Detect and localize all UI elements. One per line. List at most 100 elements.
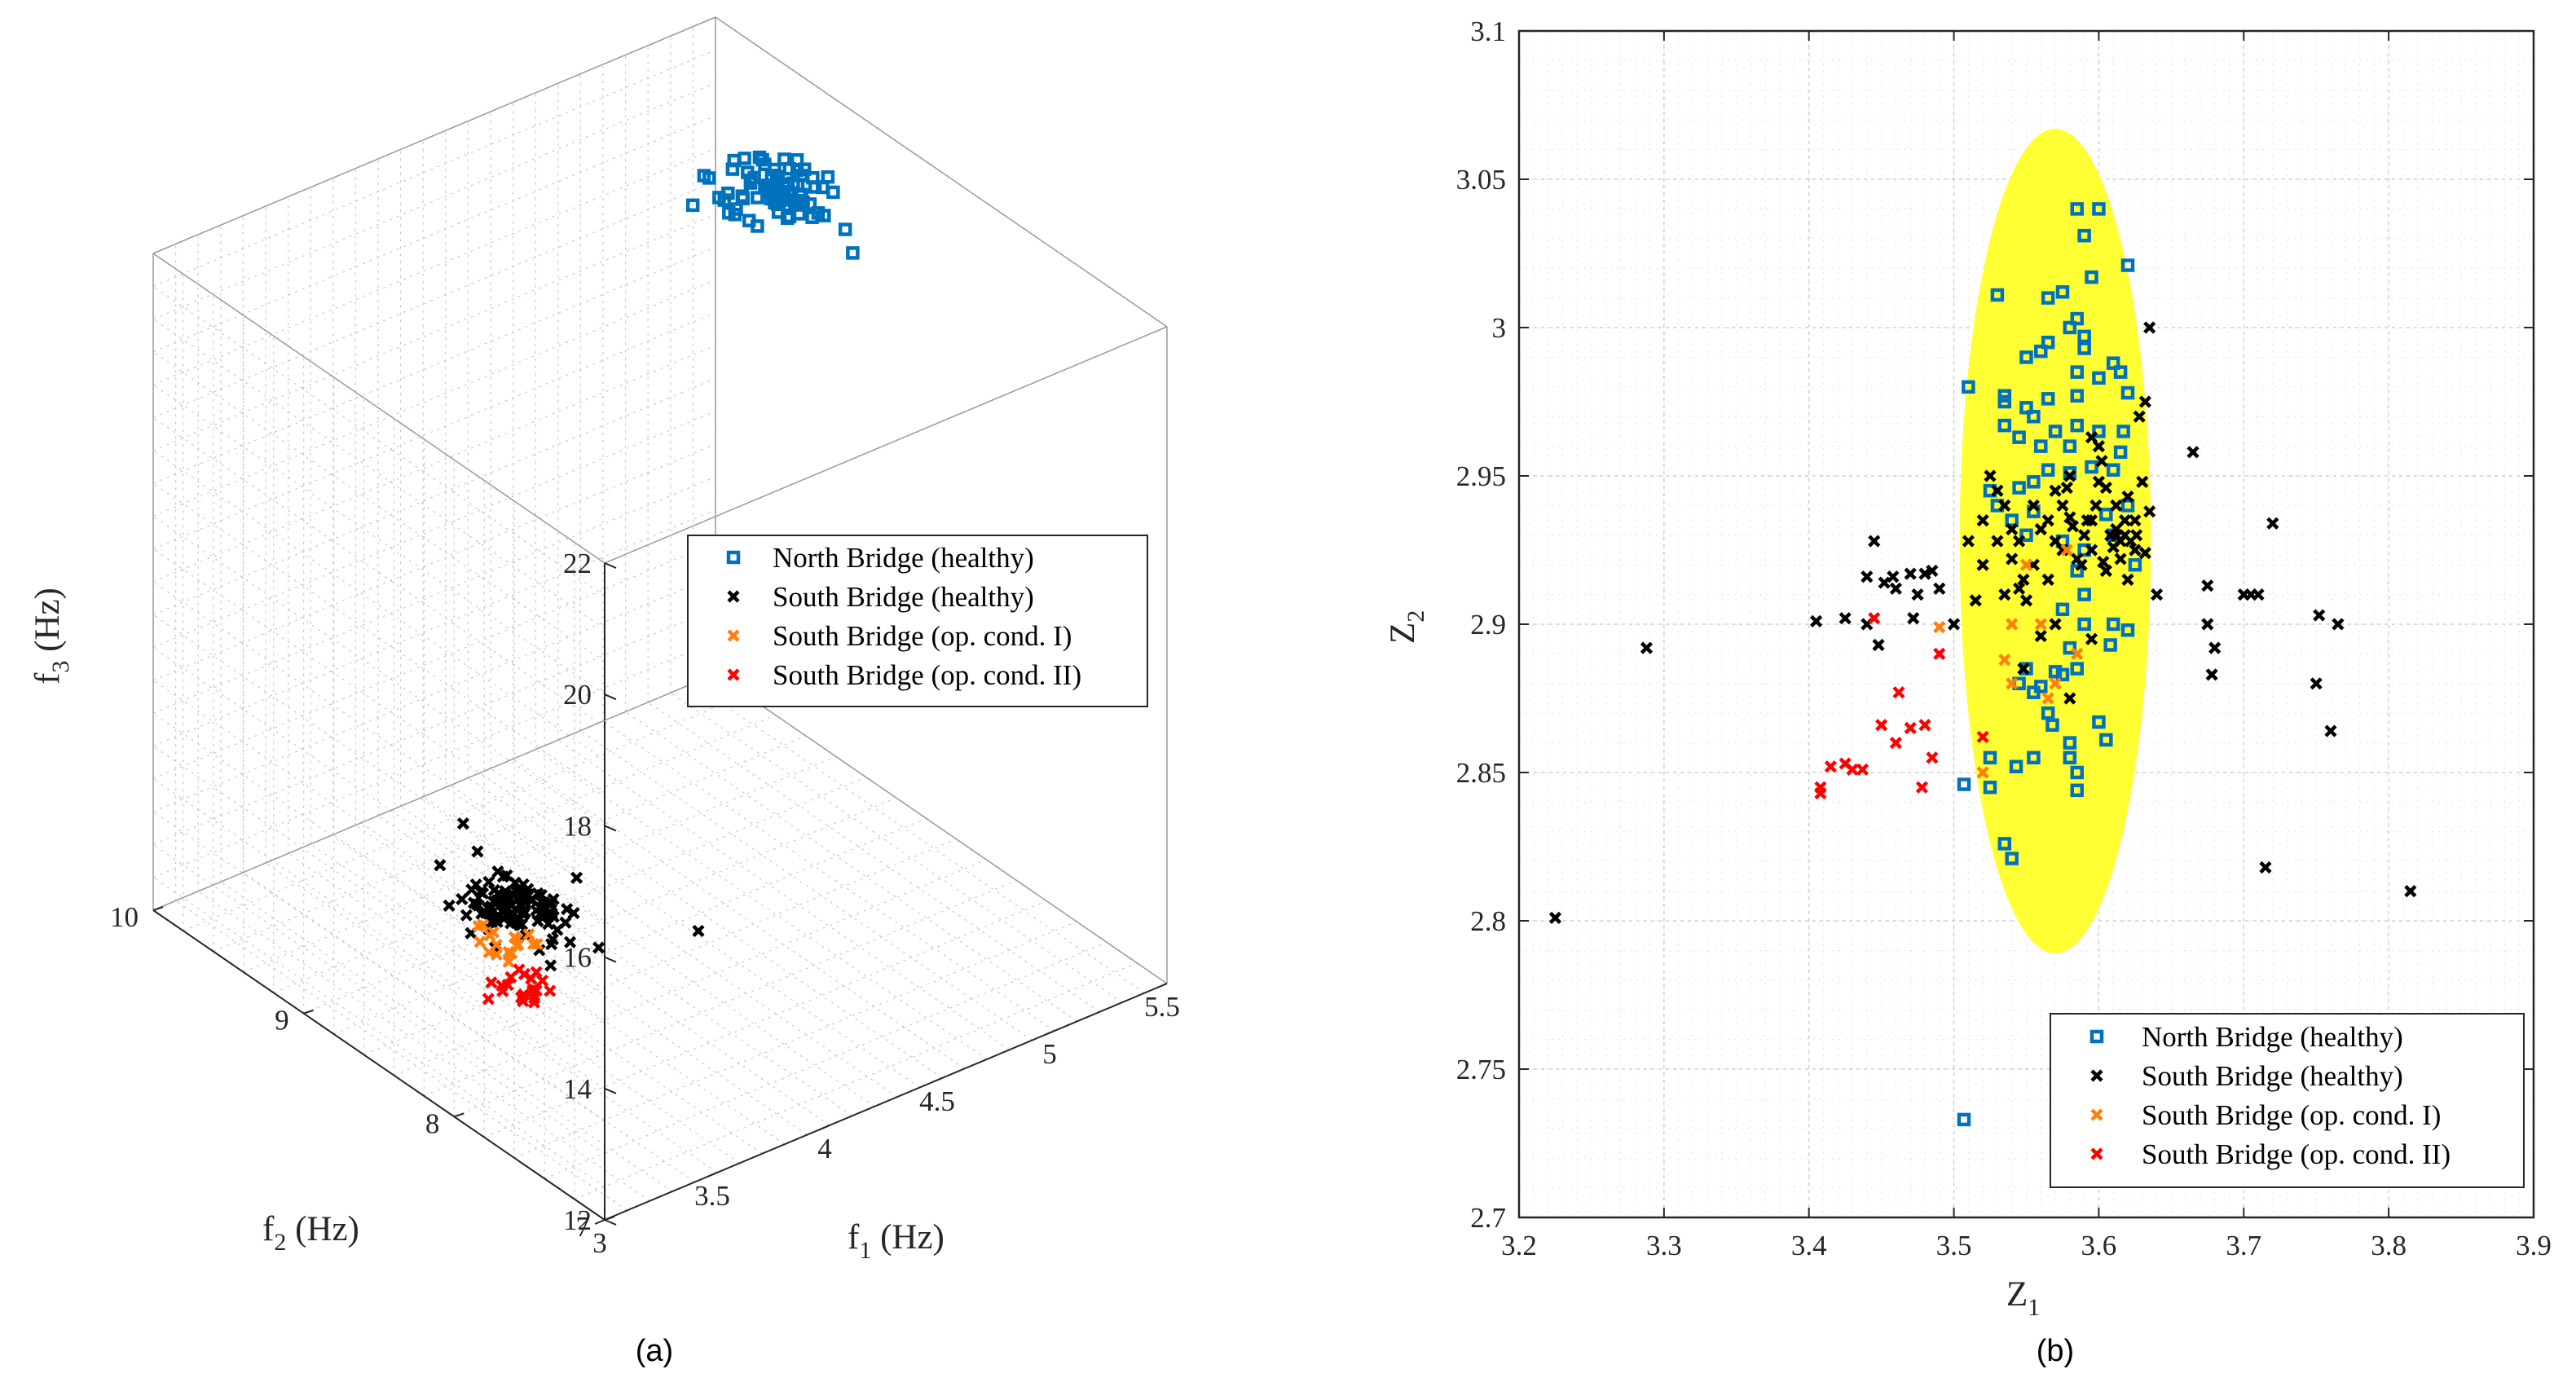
south-bridge-healthy-point xyxy=(2085,514,2098,527)
south-bridge-op-cond-i-point xyxy=(502,955,515,968)
panel-b-legend-entries: North Bridge (healthy) South Bridge (heal… xyxy=(2089,1021,2451,1170)
legend-label-south-bridge-op-cond-i: South Bridge (op. cond. I) xyxy=(773,620,1072,652)
north-bridge-healthy-point xyxy=(2106,356,2120,370)
south-bridge-op-cond-ii-point xyxy=(530,984,543,997)
grid-line xyxy=(152,680,605,991)
south-bridge-healthy-point xyxy=(2049,484,2062,497)
south-bridge-healthy-point xyxy=(2041,573,2054,586)
south-bridge-op-cond-ii-legend-marker xyxy=(2090,1147,2103,1160)
south-bridge-healthy-point xyxy=(1878,576,1891,589)
north-bridge-healthy-point xyxy=(2055,602,2070,617)
panel-a-legend-box xyxy=(687,535,1148,707)
grid-line xyxy=(273,755,836,993)
south-bridge-healthy-point xyxy=(531,914,544,927)
north-bridge-healthy-point xyxy=(1983,751,1997,765)
south-bridge-healthy-point xyxy=(2110,499,2123,512)
f1-tick-label: 4.5 xyxy=(919,1085,955,1117)
south-bridge-op-cond-ii-point xyxy=(513,963,526,976)
north-bridge-healthy-point xyxy=(2070,365,2084,379)
north-bridge-healthy-point xyxy=(2063,640,2077,655)
north-bridge-healthy-point xyxy=(821,169,835,184)
grid-line xyxy=(183,693,746,931)
south-bridge-healthy-point xyxy=(2143,505,2156,518)
legend-label-south-bridge-healthy: South Bridge (healthy) xyxy=(2142,1060,2403,1092)
north-bridge-healthy-point xyxy=(2019,401,2033,415)
legend-label-south-bridge-op-cond-ii: South Bridge (op. cond. II) xyxy=(773,659,1081,691)
grid-line xyxy=(454,879,1017,1117)
south-bridge-op-cond-ii-point xyxy=(485,976,498,989)
south-bridge-healthy-point xyxy=(1926,564,1939,578)
north-bridge-healthy-point xyxy=(727,153,741,168)
south-bridge-healthy-point xyxy=(471,845,484,858)
north-bridge-healthy-point xyxy=(751,219,764,233)
north-bridge-healthy-point xyxy=(751,191,764,205)
south-bridge-healthy-point xyxy=(2136,475,2149,488)
north-bridge-healthy-point xyxy=(2092,371,2106,385)
north-bridge-healthy-point xyxy=(2045,718,2059,733)
south-bridge-healthy-point xyxy=(1991,535,2004,548)
f3-tick-label: 18 xyxy=(563,810,592,842)
north-bridge-healthy-point xyxy=(838,222,852,236)
north-bridge-healthy-point xyxy=(2120,623,2135,637)
south-bridge-healthy-point xyxy=(465,883,478,896)
south-bridge-healthy-point xyxy=(491,865,504,878)
south-bridge-healthy-point xyxy=(1810,614,1823,627)
north-bridge-healthy-point xyxy=(795,169,808,183)
grid-line xyxy=(152,279,716,517)
south-bridge-op-cond-ii-point xyxy=(1933,647,1946,660)
south-bridge-op-cond-i-point xyxy=(472,919,485,933)
south-bridge-healthy-point xyxy=(476,887,490,900)
south-bridge-healthy-point xyxy=(2114,552,2127,566)
north-bridge-healthy-point xyxy=(2092,715,2106,729)
south-bridge-healthy-point xyxy=(2205,668,2218,681)
grid-line xyxy=(625,711,1077,1022)
south-bridge-healthy-point xyxy=(567,906,580,920)
f2-tick-label: 10 xyxy=(110,901,139,933)
grid-line xyxy=(152,49,716,287)
north-bridge-healthy-point xyxy=(2012,481,2026,495)
south-bridge-op-cond-i-point xyxy=(1998,654,2011,667)
north-bridge-healthy-point xyxy=(782,193,797,207)
south-bridge-op-cond-i-point xyxy=(483,929,496,942)
south-bridge-op-cond-ii-point xyxy=(1889,737,1903,750)
south-bridge-healthy-point xyxy=(544,938,558,951)
south-bridge-healthy-point xyxy=(1911,588,1924,601)
south-bridge-healthy-point xyxy=(2266,517,2279,530)
grid-line xyxy=(213,715,777,953)
south-bridge-healthy-point xyxy=(1872,638,1885,652)
grid-line xyxy=(152,351,605,662)
south-bridge-healthy-point xyxy=(2019,594,2033,607)
south-bridge-healthy-point xyxy=(1838,612,1852,625)
f3-tick-label: 14 xyxy=(563,1073,592,1105)
north-bridge-healthy-point xyxy=(2070,202,2084,216)
f1-tick-mark xyxy=(1156,983,1168,988)
grid-line xyxy=(152,147,716,385)
grid-line xyxy=(424,859,987,1097)
grid-line xyxy=(152,843,605,1155)
grid-line xyxy=(513,758,965,1069)
south-bridge-healthy-point xyxy=(2150,588,2164,601)
grid-line xyxy=(220,881,673,1192)
north-bridge-healthy-point xyxy=(1990,288,2005,302)
north-bridge-healthy-point xyxy=(2041,463,2055,477)
north-bridge-healthy-point xyxy=(2055,667,2070,682)
grid-line xyxy=(152,614,605,925)
south-bridge-op-cond-i-point xyxy=(2006,618,2019,631)
south-bridge-healthy-point xyxy=(2049,618,2062,631)
south-bridge-healthy-point xyxy=(2138,547,2151,560)
f3-tick-label: 22 xyxy=(563,548,592,579)
north-bridge-healthy-legend-marker xyxy=(726,550,741,565)
legend-label-south-bridge-healthy: South Bridge (healthy) xyxy=(773,581,1034,613)
north-bridge-healthy-point xyxy=(760,178,775,192)
axis-edge xyxy=(604,983,1168,1221)
axis-edge xyxy=(715,673,1168,984)
north-bridge-healthy-point xyxy=(2099,508,2113,522)
south-bridge-healthy-point xyxy=(1889,582,1903,595)
x-tick-label: 3.6 xyxy=(2081,1230,2117,1261)
south-bridge-healthy-point xyxy=(460,909,473,922)
south-bridge-healthy-point xyxy=(2056,499,2069,512)
north-bridge-healthy-point xyxy=(2027,751,2041,765)
south-bridge-healthy-point xyxy=(2208,641,2222,654)
south-bridge-healthy-point xyxy=(1907,612,1920,625)
